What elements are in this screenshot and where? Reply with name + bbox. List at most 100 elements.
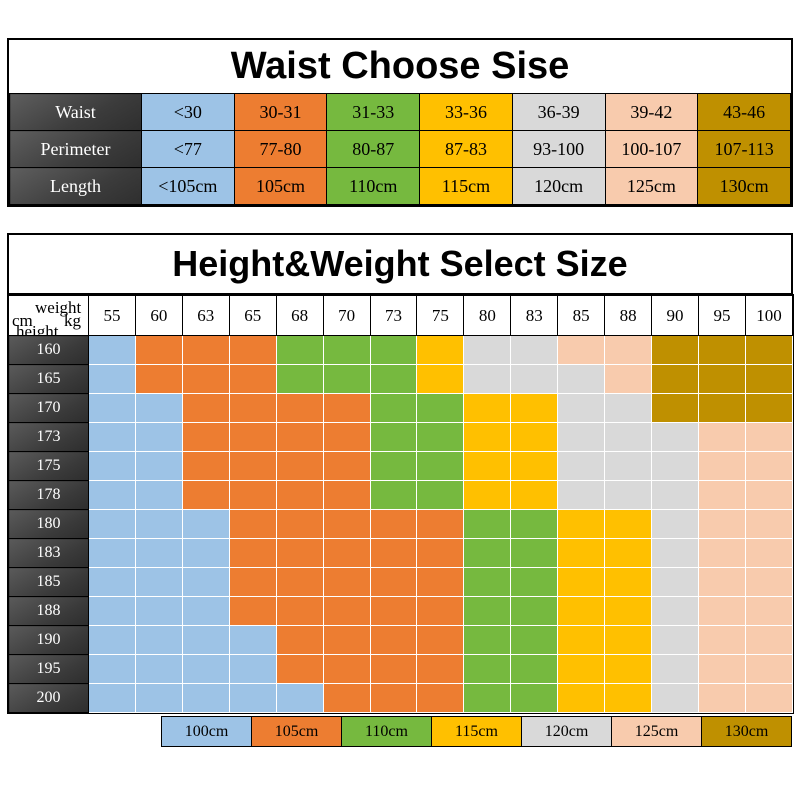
size-cell-Y xyxy=(510,451,559,481)
size-cell-B xyxy=(181,538,230,568)
size-cell-S xyxy=(651,683,699,713)
size-cell-G xyxy=(463,596,512,626)
size-cell-Y xyxy=(604,683,653,713)
weight-header-cell: 100 xyxy=(744,295,794,336)
waist-row-label: Perimeter xyxy=(9,130,142,168)
waist-table-title: Waist Choose Sise xyxy=(230,45,570,87)
size-cell-P xyxy=(697,509,746,539)
size-cell-O xyxy=(322,538,371,568)
size-cell-B xyxy=(134,683,183,713)
weight-axis-unit: kg xyxy=(64,311,81,330)
legend-item-110cm: 110cm xyxy=(341,716,432,747)
size-cell-O xyxy=(416,538,465,568)
waist-value-cell: 39-42 xyxy=(604,93,699,131)
size-cell-B xyxy=(88,625,136,655)
height-weight-grid-wrap: weight kg cm height 55 60 63 65 68 70 73 75 80 83… xyxy=(7,294,794,714)
size-cell-O xyxy=(228,364,277,394)
weight-header-cell: 75 xyxy=(416,295,465,336)
weight-header-cell: 70 xyxy=(322,295,371,336)
size-cell-G xyxy=(463,509,512,539)
size-cell-G xyxy=(322,364,371,394)
weight-header-cell: 55 xyxy=(88,295,136,336)
size-cell-O xyxy=(369,625,418,655)
size-cell-P xyxy=(744,596,794,626)
height-row-175: 175 xyxy=(8,451,794,481)
size-cell-B xyxy=(275,683,324,713)
size-cell-P xyxy=(697,683,746,713)
size-cell-B xyxy=(181,654,230,684)
size-cell-O xyxy=(369,683,418,713)
size-cell-G xyxy=(510,625,559,655)
waist-row-waist: Waist <30 30-31 31-33 33-36 36-39 39-42 43-46 xyxy=(9,93,791,131)
size-cell-P xyxy=(744,509,794,539)
size-cell-B xyxy=(88,596,136,626)
height-label-cell: 178 xyxy=(8,480,89,510)
size-cell-Y xyxy=(510,393,559,423)
size-cell-O xyxy=(416,683,465,713)
size-cell-O xyxy=(369,596,418,626)
size-cell-O xyxy=(369,654,418,684)
size-cell-B xyxy=(228,625,277,655)
size-cell-B xyxy=(181,596,230,626)
height-row-195: 195 xyxy=(8,654,794,684)
size-cell-B xyxy=(88,364,136,394)
waist-value-cell: 31-33 xyxy=(326,93,421,131)
size-cell-P xyxy=(744,625,794,655)
size-cell-O xyxy=(181,335,230,365)
size-cell-O xyxy=(322,451,371,481)
size-cell-O xyxy=(322,567,371,597)
size-cell-Y xyxy=(604,654,653,684)
size-cell-Y xyxy=(604,625,653,655)
size-cell-B xyxy=(88,654,136,684)
size-cell-P xyxy=(697,654,746,684)
height-row-200: 200 xyxy=(8,683,794,713)
size-cell-Y xyxy=(604,538,653,568)
height-label-cell: 200 xyxy=(8,683,89,713)
size-cell-G xyxy=(510,538,559,568)
waist-value-cell: 120cm xyxy=(511,167,606,205)
size-cell-G xyxy=(510,567,559,597)
height-row-160: 160 xyxy=(8,335,794,365)
size-cell-G xyxy=(463,654,512,684)
size-cell-O xyxy=(228,596,277,626)
size-cell-Y xyxy=(557,538,606,568)
size-cell-P xyxy=(744,451,794,481)
size-cell-B xyxy=(88,509,136,539)
size-cell-O xyxy=(322,596,371,626)
weight-header-cell: 95 xyxy=(697,295,746,336)
waist-value-cell: 110cm xyxy=(326,167,421,205)
size-cell-S xyxy=(557,393,606,423)
size-cell-O xyxy=(134,364,183,394)
size-cell-B xyxy=(134,422,183,452)
height-row-183: 183 xyxy=(8,538,794,568)
size-cell-G xyxy=(416,422,465,452)
size-cell-P xyxy=(604,364,653,394)
size-cell-D xyxy=(744,335,794,365)
size-cell-B xyxy=(134,480,183,510)
height-weight-title-box: Height&Weight Select Size xyxy=(7,233,793,295)
legend-item-105cm: 105cm xyxy=(251,716,342,747)
size-cell-S xyxy=(651,654,699,684)
height-row-170: 170 xyxy=(8,393,794,423)
size-cell-S xyxy=(557,422,606,452)
size-cell-S xyxy=(510,364,559,394)
size-cell-S xyxy=(651,567,699,597)
size-cell-P xyxy=(557,335,606,365)
waist-value-cell: 130cm xyxy=(697,167,791,205)
size-cell-O xyxy=(228,538,277,568)
size-cell-P xyxy=(697,451,746,481)
size-cell-G xyxy=(275,364,324,394)
size-cell-S xyxy=(651,538,699,568)
size-cell-G xyxy=(369,335,418,365)
size-cell-O xyxy=(228,335,277,365)
size-cell-O xyxy=(322,509,371,539)
size-cell-B xyxy=(88,335,136,365)
height-label-cell: 190 xyxy=(8,625,89,655)
size-cell-B xyxy=(181,567,230,597)
height-label-cell: 183 xyxy=(8,538,89,568)
height-row-180: 180 xyxy=(8,509,794,539)
size-cell-P xyxy=(697,480,746,510)
size-cell-Y xyxy=(463,422,512,452)
size-cell-Y xyxy=(416,364,465,394)
size-cell-G xyxy=(416,451,465,481)
